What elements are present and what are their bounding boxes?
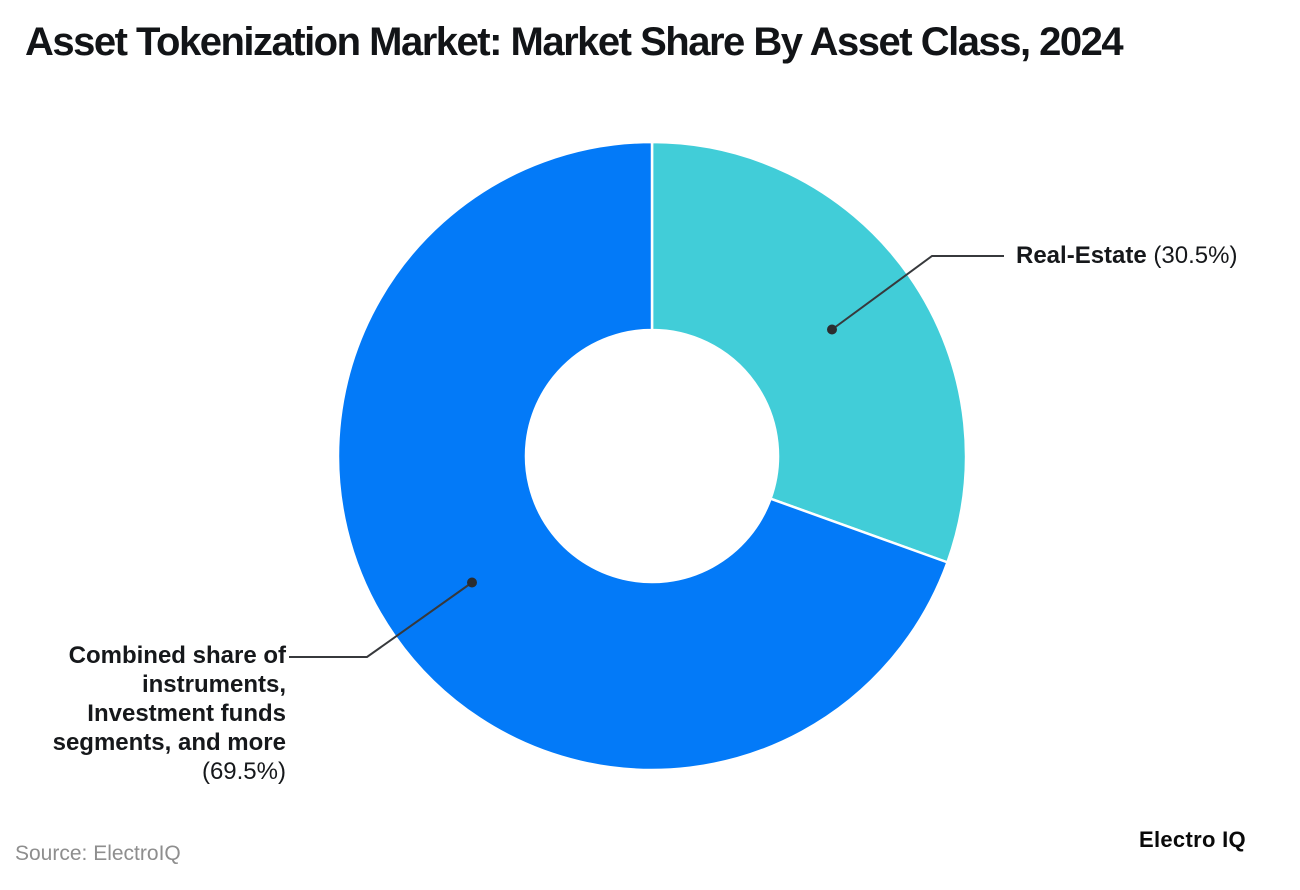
callout-line-0 — [831, 255, 1004, 331]
callout-line-1 — [289, 581, 473, 658]
slices — [336, 140, 968, 772]
callout-lines — [289, 255, 1004, 658]
callout-dot-0 — [826, 324, 837, 335]
callout-dot-1 — [467, 577, 478, 588]
brand-logo: Electro IQ — [1139, 827, 1246, 852]
callout-real-estate-percent: (30.5%) — [1153, 242, 1238, 269]
source-note: Source: ElectroIQ — [15, 842, 181, 865]
callout-real-estate: Real-Estate (30.5%) — [1016, 242, 1237, 270]
chart-title: Asset Tokenization Market: Market Share … — [25, 20, 1124, 64]
callout-combined-percent: (69.5%) — [201, 758, 286, 785]
callout-combined: Combined share of instruments, Investmen… — [40, 641, 286, 786]
callout-combined-label: Combined share of instruments, Investmen… — [52, 642, 286, 756]
donut-slice-0[interactable] — [650, 140, 968, 564]
callout-real-estate-label: Real-Estate — [1016, 242, 1147, 269]
donut-slice-1[interactable] — [336, 140, 949, 772]
